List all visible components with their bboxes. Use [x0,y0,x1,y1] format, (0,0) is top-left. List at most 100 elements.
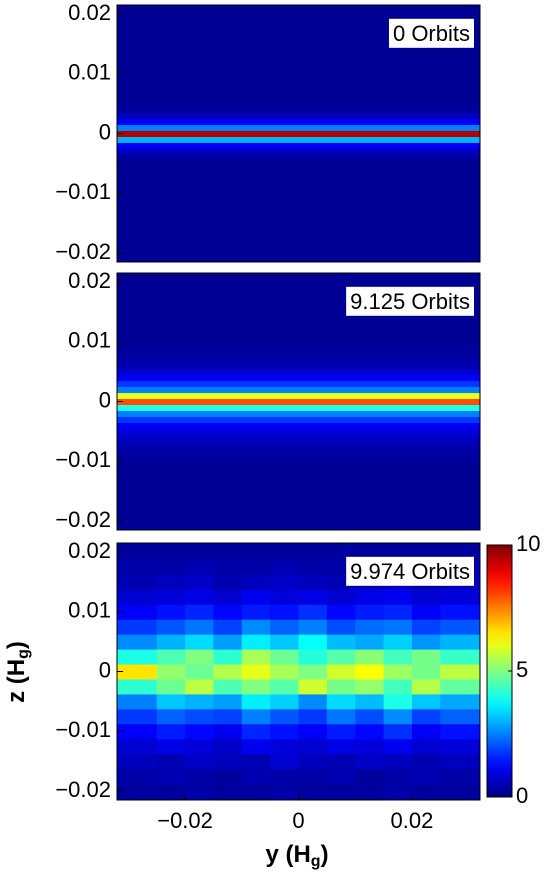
heat-cell [117,273,481,286]
heat-cell [411,619,441,635]
heat-cell [117,434,481,441]
heat-cell [156,619,186,635]
heat-cell [213,664,243,680]
heat-cell [411,783,441,801]
y-tick-label: −0.02 [55,239,111,264]
heat-cell [270,589,299,605]
heat-cell [213,693,243,710]
heat-cell [156,559,186,575]
heat-cell [117,284,481,292]
heat-cell [156,574,186,590]
heat-cell [326,649,356,665]
heat-cell [298,543,328,560]
heat-cell [241,768,271,785]
heat-cell [383,708,413,725]
heat-cell [298,664,328,680]
heat-cell [117,220,481,227]
heat-cell [326,693,356,710]
y-tick-label: −0.01 [55,717,111,742]
panel-label: 9.125 Orbits [350,289,470,314]
heat-cell [383,589,413,605]
heat-cell [117,314,481,322]
heat-cell [213,634,243,650]
heat-cell [383,738,413,755]
heat-cell [440,783,481,801]
heat-cell [241,693,271,710]
heat-cell [117,649,158,665]
heat-cell [117,214,481,221]
heat-cell [117,184,481,191]
heat-cell [156,723,186,740]
heat-cell [117,589,158,605]
heat-cell [117,88,481,96]
heat-cell [411,723,441,740]
heat-cell [355,723,385,740]
heat-cell [117,70,481,78]
heat-cell [117,518,481,531]
heat-cell [117,678,158,695]
heat-cell [326,619,356,635]
heat-cell [117,494,481,501]
heat-cell [355,708,385,725]
heat-cell [383,723,413,740]
heat-cell [117,398,481,405]
heat-cell [270,543,299,560]
heat-cell [270,783,299,801]
heat-cell [213,574,243,590]
heat-cell [383,543,413,560]
heat-cell [117,320,481,328]
heat-cell [326,678,356,695]
heat-cell [270,753,299,770]
y-label-text: z (H [3,659,30,703]
heat-cell [440,708,481,725]
heat-cell [117,559,158,575]
heat-cell [185,783,214,801]
heat-cell [241,634,271,650]
heat-cell [355,768,385,785]
heat-cell [185,589,214,605]
heat-cell [117,440,481,447]
x-label-tail: ) [321,841,329,868]
heat-cell [117,428,481,435]
heat-cell [298,753,328,770]
heat-cell [117,634,158,650]
heat-cell [117,476,481,483]
heat-cell [117,488,481,495]
heat-cell [355,783,385,801]
y-label-sub: g [15,649,32,659]
heat-cell [156,768,186,785]
panel-label-box [346,286,474,316]
heat-cell [383,634,413,650]
heat-cell [117,604,158,620]
heat-cell [411,604,441,620]
heat-cell [440,723,481,740]
heat-cell [213,649,243,665]
y-tick-label: 0 [99,657,111,682]
heat-cell [156,649,186,665]
heat-cell [117,196,481,203]
y-tick-label: 0.01 [68,60,111,85]
heat-cell [298,634,328,650]
heat-cell [241,723,271,740]
heat-cell [117,202,481,209]
heat-cell [117,76,481,84]
heat-cell [270,604,299,620]
heat-cell [298,783,328,801]
heat-cell [117,368,481,376]
heat-cell [117,296,481,304]
heat-cell [440,543,481,560]
x-tick-label: 0 [292,808,304,833]
heat-cell [117,160,481,167]
heat-cell [411,708,441,725]
heat-cell [213,559,243,575]
heat-cell [185,708,214,725]
heat-cell [117,693,158,710]
heat-cell [241,664,271,680]
y-tick-label: −0.02 [55,777,111,802]
heat-cell [156,678,186,695]
heat-cell [213,708,243,725]
heat-cell [383,753,413,770]
heat-cell [326,753,356,770]
heat-cell [117,112,481,120]
colorbar [486,544,513,798]
